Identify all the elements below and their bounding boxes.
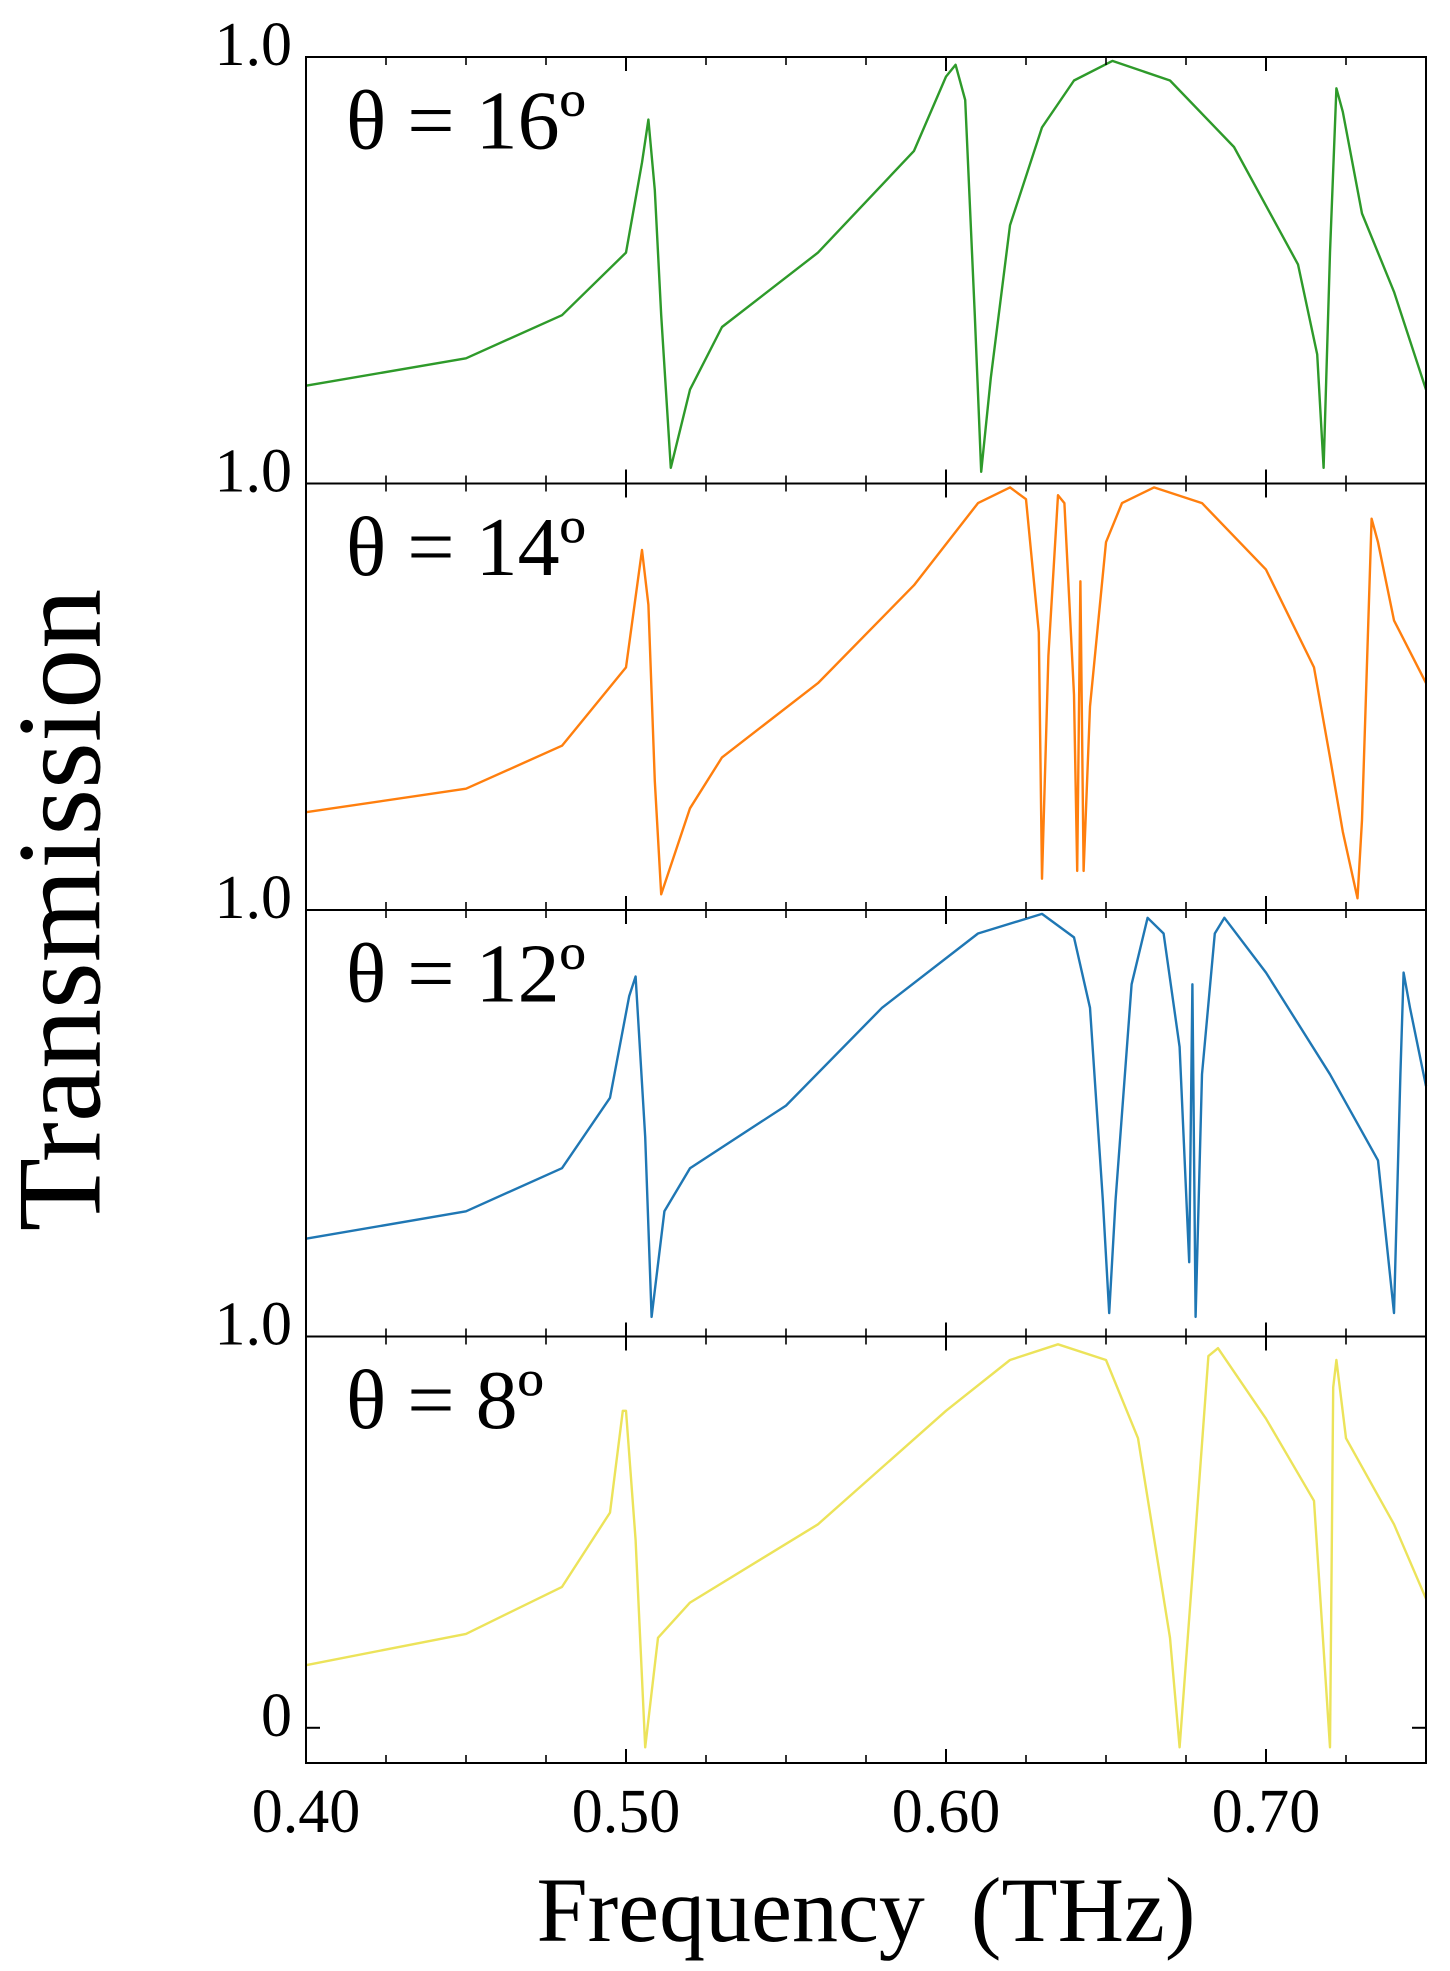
transmission-line	[305, 59, 1428, 473]
x-tick-label: 0.70	[1212, 1778, 1321, 1846]
panel-annotation: θ = 12º	[346, 927, 586, 1020]
y-tick-label: 1.0	[215, 438, 293, 506]
y-axis-label: Transmission	[0, 589, 126, 1231]
transmission-line	[305, 486, 1428, 900]
transmission-line	[305, 1343, 1428, 1749]
y-tick-label: 1.0	[215, 11, 293, 79]
x-tick-label: 0.40	[252, 1778, 361, 1846]
y-tick-label: 0	[261, 1682, 292, 1750]
y-tick-label: 1.0	[215, 864, 293, 932]
y-tick-label: 1.0	[215, 1291, 293, 1359]
x-axis-label: Frequency (THz)	[536, 1859, 1195, 1961]
panel-annotation: θ = 16º	[346, 74, 586, 167]
panel-annotation: θ = 8º	[346, 1354, 544, 1447]
transmission-line	[305, 912, 1428, 1319]
panel-annotation: θ = 14º	[346, 501, 586, 594]
x-tick-label: 0.60	[892, 1778, 1001, 1846]
x-tick-label: 0.50	[572, 1778, 681, 1846]
